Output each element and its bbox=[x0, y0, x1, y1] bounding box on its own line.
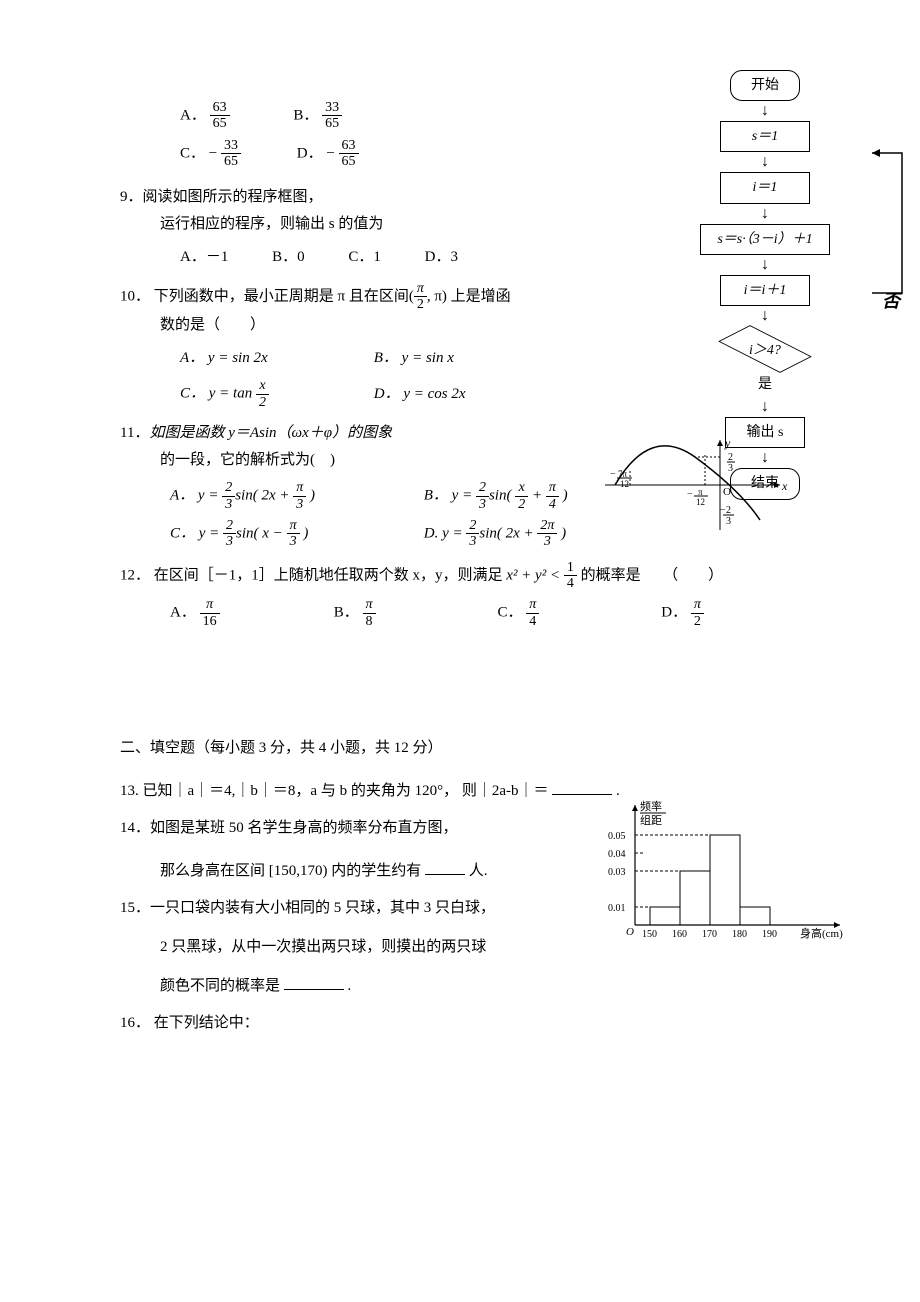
q-text: 在区间［－1，1］上随机地任取两个数 x，y，则满足 bbox=[154, 567, 507, 583]
q-text: 已知｜a｜＝4,｜b｜＝8，a 与 b 的夹角为 120°， 则｜2a-b｜＝ bbox=[143, 783, 549, 799]
flow-s-init: s＝1 bbox=[720, 121, 810, 152]
answer-blank[interactable] bbox=[552, 780, 612, 795]
q-number: 14． bbox=[120, 820, 150, 836]
q11-option-b: B． y = 23sin( x2 + π4 ) bbox=[424, 480, 568, 512]
q8-option-b: B． 3365 bbox=[293, 100, 342, 132]
q12-option-d: D． π2 bbox=[661, 597, 704, 629]
question-15: 15．一只口袋内装有大小相同的 5 只球，其中 3 只白球， 2 只黑球，从中一… bbox=[120, 895, 800, 1000]
q11-option-c: C． y = 23sin( x − π3 ) bbox=[170, 518, 380, 550]
q10-option-c: C． y = tan x2 bbox=[180, 378, 330, 410]
q12-option-c: C． π4 bbox=[498, 597, 618, 629]
question-16: 16． 在下列结论中： bbox=[120, 1010, 800, 1037]
q-number: 11． bbox=[120, 425, 149, 441]
q11-graph: y x O 2 3 2 3 − 7π 12 − π 12 − bbox=[600, 435, 790, 535]
q-text: 如图是函数 y＝Asin（ωx＋φ）的图象 bbox=[149, 425, 392, 441]
q-number: 12． bbox=[120, 567, 150, 583]
q-text: 那么身高在区间 [150,170) 内的学生约有 bbox=[160, 863, 421, 879]
arrow-down-icon: ↓ bbox=[640, 154, 890, 170]
svg-text:组距: 组距 bbox=[640, 813, 662, 827]
q-number: 13. bbox=[120, 783, 139, 799]
question-11: 11．如图是函数 y＝Asin（ωx＋φ）的图象 的一段，它的解析式为( ) A… bbox=[120, 420, 800, 550]
svg-text:−: − bbox=[687, 489, 693, 500]
q-number: 10． bbox=[120, 288, 150, 304]
question-10: 10． 下列函数中，最小正周期是 π 且在区间(π2, π) 上是增函 数的是（… bbox=[120, 281, 800, 411]
q-text: 颜色不同的概率是 bbox=[160, 978, 280, 994]
origin: O bbox=[723, 486, 731, 498]
svg-text:−: − bbox=[720, 505, 726, 516]
axis-x: x bbox=[781, 479, 788, 493]
q9-option-b: B．0 bbox=[272, 244, 305, 271]
svg-text:身高(cm): 身高(cm) bbox=[800, 926, 843, 940]
q-text: 运行相应的程序，则输出 s 的值为 bbox=[160, 211, 800, 238]
opt-label: A． bbox=[180, 107, 206, 123]
q9-option-d: D．3 bbox=[425, 244, 458, 271]
answer-blank[interactable] bbox=[425, 860, 465, 875]
svg-text:−: − bbox=[610, 469, 616, 480]
opt-label: C． bbox=[180, 145, 205, 161]
arrow-down-icon: ↓ bbox=[640, 103, 890, 119]
svg-text:0.04: 0.04 bbox=[608, 849, 626, 860]
opt-label: D． bbox=[297, 145, 323, 161]
q-number: 9． bbox=[120, 189, 143, 205]
q8-option-d: D． − 6365 bbox=[297, 138, 359, 170]
svg-text:0.03: 0.03 bbox=[608, 867, 626, 878]
q12-option-b: B． π8 bbox=[334, 597, 454, 629]
q8-option-c: C． − 3365 bbox=[180, 138, 241, 170]
opt-label: B． bbox=[293, 107, 318, 123]
q8-options: A． 6365 B． 3365 C． − 3365 D． − 6365 开始 ↓… bbox=[180, 100, 800, 170]
q9-option-a: A．－1 bbox=[180, 244, 228, 271]
svg-text:12: 12 bbox=[620, 479, 629, 489]
section-2-title: 二、填空题（每小题 3 分，共 4 小题，共 12 分） bbox=[120, 735, 800, 762]
q11-option-d: D. y = 23sin( 2x + 2π3 ) bbox=[424, 518, 566, 550]
q-text: 2 只黑球，从中一次摸出两只球，则摸出的两只球 bbox=[160, 934, 800, 961]
q-text: 数的是（ ） bbox=[160, 312, 800, 339]
svg-text:12: 12 bbox=[696, 497, 705, 507]
svg-text:2: 2 bbox=[728, 452, 733, 463]
svg-text:3: 3 bbox=[726, 516, 731, 527]
svg-text:频率: 频率 bbox=[640, 799, 662, 813]
question-9: 9．阅读如图所示的程序框图， 运行相应的程序，则输出 s 的值为 A．－1 B．… bbox=[120, 184, 800, 271]
question-14: 14．如图是某班 50 名学生身高的频率分布直方图， 那么身高在区间 [150,… bbox=[120, 815, 800, 885]
q-number: 16． bbox=[120, 1015, 150, 1031]
q11-option-a: A． y = 23sin( 2x + π3 ) bbox=[170, 480, 380, 512]
q-text: 下列函数中，最小正周期是 π 且在区间 bbox=[154, 288, 409, 304]
q10-option-d: D． y = cos 2x bbox=[374, 381, 466, 408]
answer-blank[interactable] bbox=[284, 975, 344, 990]
svg-text:3: 3 bbox=[728, 463, 733, 474]
q12-option-a: A． π16 bbox=[170, 597, 290, 629]
svg-text:2: 2 bbox=[726, 505, 731, 516]
q10-option-b: B． y = sin x bbox=[374, 345, 454, 372]
q-text: 阅读如图所示的程序框图， bbox=[143, 189, 323, 205]
q-text: 一只口袋内装有大小相同的 5 只球，其中 3 只白球， bbox=[150, 900, 495, 916]
svg-text:0.05: 0.05 bbox=[608, 831, 626, 842]
q8-option-a: A． 6365 bbox=[180, 100, 230, 132]
q10-option-a: A． y = sin 2x bbox=[180, 345, 330, 372]
flow-start: 开始 bbox=[730, 70, 800, 101]
q9-option-c: C．1 bbox=[348, 244, 381, 271]
flow-loop-line bbox=[872, 148, 912, 328]
q-text: 在下列结论中： bbox=[154, 1015, 259, 1031]
question-12: 12． 在区间［－1，1］上随机地任取两个数 x，y，则满足 x² + y² <… bbox=[120, 560, 800, 630]
q-number: 15． bbox=[120, 900, 150, 916]
axis-y: y bbox=[724, 436, 731, 450]
q-text: 如图是某班 50 名学生身高的频率分布直方图， bbox=[150, 820, 458, 836]
